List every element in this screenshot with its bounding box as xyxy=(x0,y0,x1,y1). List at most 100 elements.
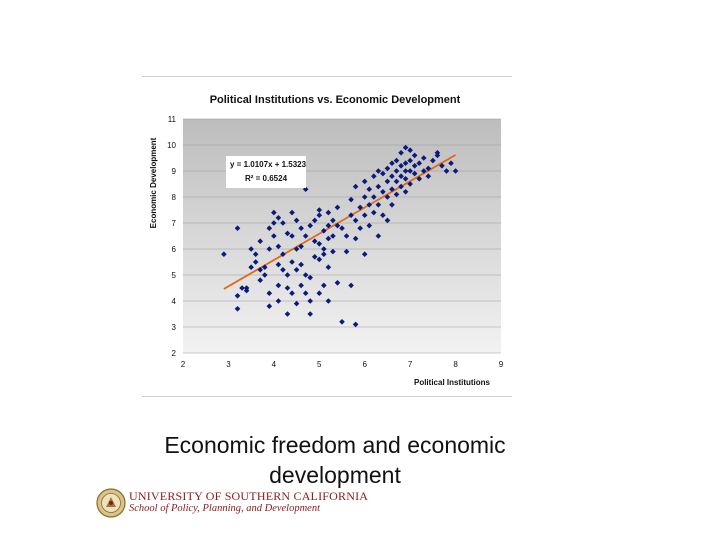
data-point xyxy=(284,230,291,237)
data-point xyxy=(234,293,241,299)
data-point xyxy=(298,225,304,231)
data-point xyxy=(380,170,386,177)
data-point xyxy=(261,272,268,278)
data-point xyxy=(280,267,286,273)
x-tick-label: 5 xyxy=(317,360,322,369)
data-point xyxy=(311,254,318,260)
data-point xyxy=(266,290,273,296)
data-point xyxy=(371,194,377,200)
data-point xyxy=(266,225,273,231)
y-tick-label: 5 xyxy=(172,271,177,280)
data-point xyxy=(339,225,345,231)
trendline xyxy=(223,154,457,290)
data-point xyxy=(393,178,400,185)
data-point xyxy=(425,165,432,172)
scatter-chart: Political Institutions vs. Economic Deve… xyxy=(149,94,504,387)
data-point xyxy=(275,282,282,289)
data-point xyxy=(384,217,391,224)
university-name: UNIVERSITY OF SOUTHERN CALIFORNIA xyxy=(129,489,369,503)
data-point xyxy=(348,196,354,203)
data-point xyxy=(289,233,295,239)
data-point xyxy=(348,282,354,289)
y-tick-label: 9 xyxy=(172,167,177,176)
data-point xyxy=(266,246,273,252)
x-tick-labels: 2 3 4 5 6 7 8 9 xyxy=(181,360,504,369)
data-point xyxy=(234,225,241,231)
data-point xyxy=(411,152,418,159)
data-point xyxy=(316,207,323,213)
data-point xyxy=(325,222,332,229)
data-point xyxy=(384,178,391,185)
data-point xyxy=(298,243,304,250)
data-point xyxy=(321,251,327,257)
equation-box: y = 1.0107x + 1.5323 R² = 0.6524 xyxy=(226,156,307,188)
usc-logo: UNIVERSITY OF SOUTHERN CALIFORNIA School… xyxy=(96,486,368,522)
data-point xyxy=(302,186,309,192)
equation-box-bg xyxy=(226,156,306,188)
y-tick-labels: 2 3 4 5 6 7 8 9 10 11 xyxy=(167,115,176,358)
data-point xyxy=(366,202,373,208)
data-point xyxy=(321,228,327,234)
data-point xyxy=(361,194,368,200)
x-axis-label: Political Institutions xyxy=(414,378,491,387)
data-point xyxy=(443,168,450,174)
data-point xyxy=(311,217,318,224)
data-point xyxy=(293,217,300,224)
data-point xyxy=(275,243,282,250)
data-point xyxy=(280,251,286,257)
data-point xyxy=(334,222,341,229)
data-point xyxy=(234,306,241,312)
r-squared-label: R² = 0.6524 xyxy=(245,174,288,183)
data-point xyxy=(221,251,227,257)
data-point xyxy=(380,212,386,218)
data-point xyxy=(452,168,459,174)
data-point xyxy=(375,202,382,208)
data-point xyxy=(325,298,332,304)
data-point xyxy=(411,170,418,177)
data-point xyxy=(316,256,323,263)
data-point xyxy=(375,233,382,239)
data-point xyxy=(393,168,400,174)
data-point xyxy=(330,233,336,239)
data-point xyxy=(393,191,400,198)
gridlines xyxy=(183,118,501,354)
data-point xyxy=(420,168,427,174)
data-point xyxy=(371,173,377,179)
caption-line-1: Economic freedom and economic xyxy=(164,432,506,458)
data-point xyxy=(321,282,327,289)
data-point xyxy=(375,183,382,190)
data-point xyxy=(248,246,254,252)
data-point xyxy=(298,282,304,289)
university-seal-icon xyxy=(96,488,126,518)
data-point xyxy=(293,267,300,273)
data-point xyxy=(316,212,323,218)
x-tick-label: 6 xyxy=(362,360,367,369)
x-tick-label: 3 xyxy=(226,360,231,369)
data-point xyxy=(293,300,300,307)
data-point xyxy=(307,222,313,229)
data-point xyxy=(325,264,332,270)
x-tick-label: 4 xyxy=(272,360,277,369)
y-tick-label: 8 xyxy=(172,193,177,202)
data-point xyxy=(293,246,300,252)
y-tick-label: 7 xyxy=(172,219,177,228)
data-point xyxy=(384,194,391,200)
data-point xyxy=(343,233,350,239)
data-point xyxy=(407,168,413,174)
data-point xyxy=(248,264,254,270)
slide-caption: Economic freedom and economic developmen… xyxy=(120,430,550,490)
data-point xyxy=(334,204,341,211)
trendline-equation: y = 1.0107x + 1.5323 xyxy=(230,160,307,169)
data-point xyxy=(352,235,359,242)
caption-line-2: development xyxy=(269,462,401,488)
y-tick-label: 11 xyxy=(168,115,177,124)
data-point xyxy=(252,259,259,265)
data-point xyxy=(352,321,359,328)
data-point xyxy=(271,220,277,226)
data-point xyxy=(321,246,327,252)
data-point xyxy=(366,222,373,229)
data-point xyxy=(430,157,436,164)
data-point xyxy=(257,267,264,273)
data-point xyxy=(302,290,309,296)
